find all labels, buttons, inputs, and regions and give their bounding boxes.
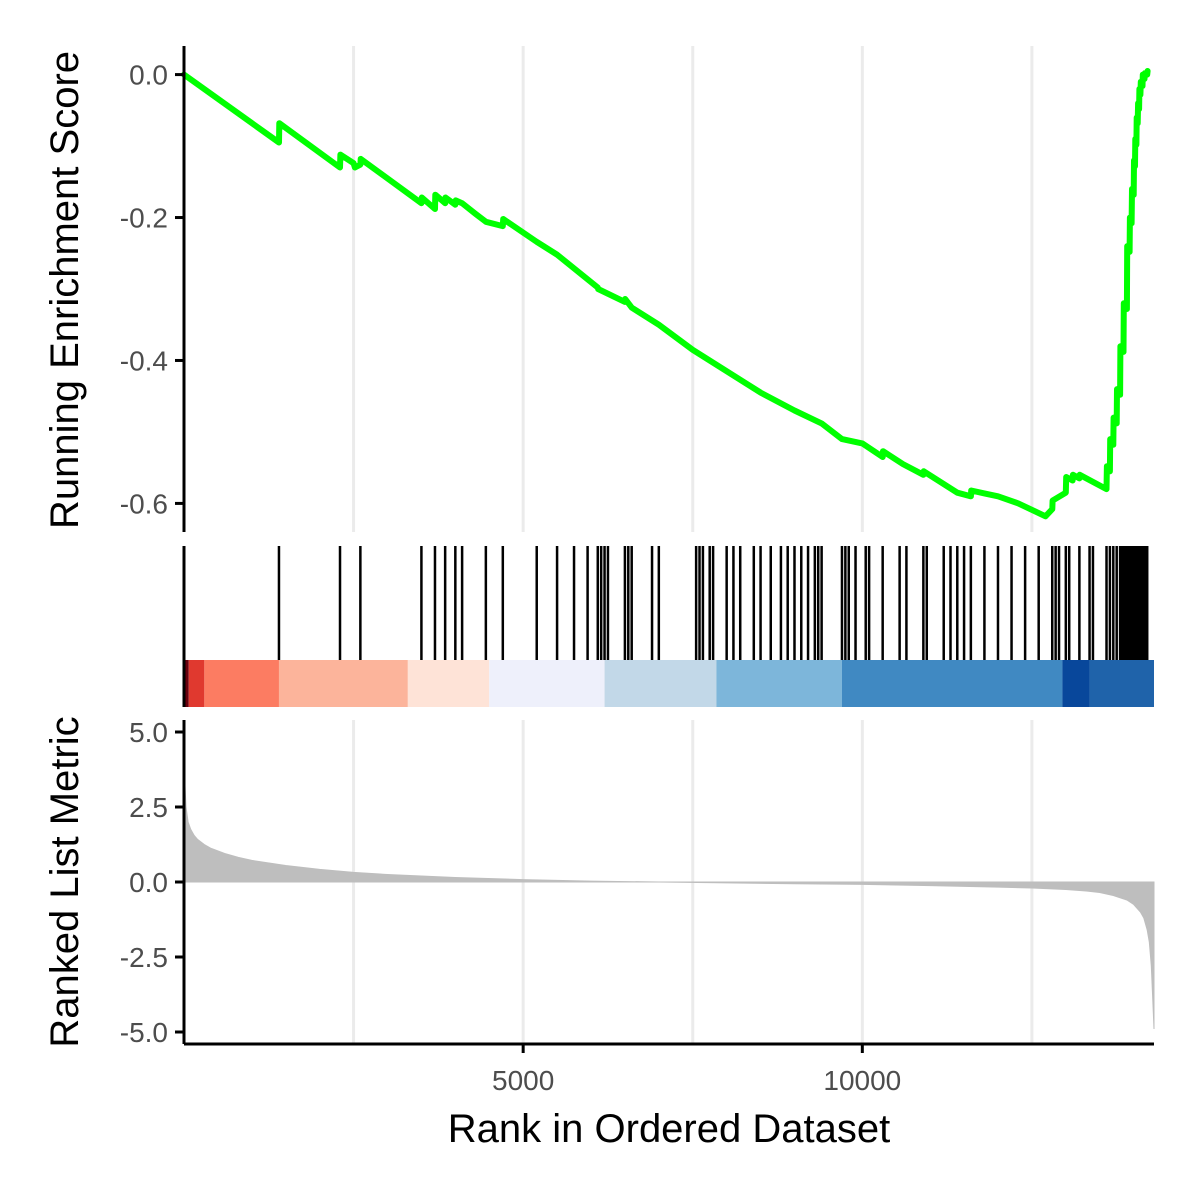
- metric-y-axis-title: Ranked List Metric: [43, 716, 87, 1047]
- x-axis-title: Rank in Ordered Dataset: [448, 1107, 890, 1151]
- rank-color-band: [407, 660, 490, 707]
- es-y-tick-label: -0.6: [120, 488, 168, 519]
- rank-color-band: [841, 660, 1063, 707]
- rank-color-band: [204, 660, 279, 707]
- rank-color-band: [489, 660, 605, 707]
- rank-color-band: [278, 660, 408, 707]
- ranked-metric-area: [183, 731, 1155, 1030]
- x-tick-label: 10000: [823, 1065, 901, 1096]
- rank-color-band: [716, 660, 842, 707]
- es-y-tick-label: 0.0: [129, 60, 168, 91]
- metric-y-tick-label: 2.5: [129, 792, 168, 823]
- rank-color-band: [604, 660, 717, 707]
- es-y-tick-label: -0.2: [120, 203, 168, 234]
- ranked-metric-panel: 5.0 2.5 0.0 -2.5 -5.0 5000 10000: [120, 717, 1155, 1096]
- metric-y-tick-label: -2.5: [120, 942, 168, 973]
- metric-y-tick-label: 0.0: [129, 867, 168, 898]
- rank-color-band: [184, 660, 189, 707]
- es-y-axis-title: Running Enrichment Score: [43, 51, 87, 529]
- running-enrichment-line: [181, 68, 1151, 520]
- metric-y-tick-label: 5.0: [129, 717, 168, 748]
- gene-hit-panel: [182, 546, 1154, 707]
- rank-color-band: [188, 660, 205, 707]
- es-y-tick-label: -0.4: [120, 345, 168, 376]
- rank-color-band: [1089, 660, 1154, 707]
- enrichment-score-panel: 0.0 -0.2 -0.4 -0.6: [120, 46, 1151, 532]
- metric-y-tick-label: -5.0: [120, 1017, 168, 1048]
- x-tick-label: 5000: [492, 1065, 554, 1096]
- rank-color-band: [1062, 660, 1090, 707]
